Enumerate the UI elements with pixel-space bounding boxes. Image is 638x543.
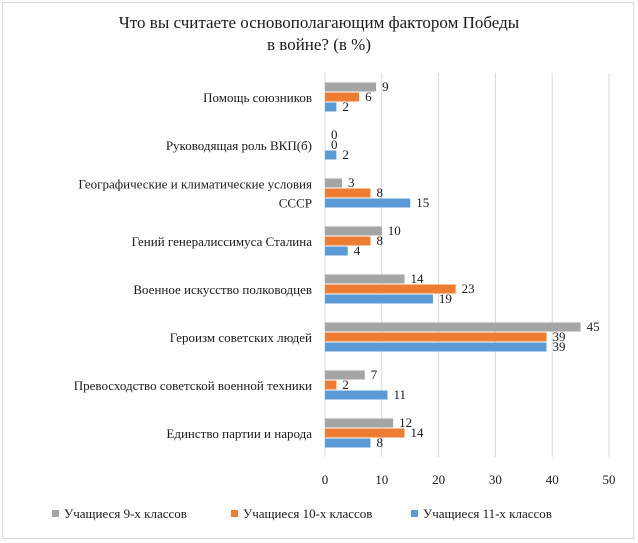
data-label: 8	[376, 435, 383, 450]
bar-1	[325, 226, 382, 236]
category-label: Географические и климатические условия	[78, 177, 312, 192]
data-label: 39	[553, 339, 566, 354]
category-label: Руководящая роль ВКП(б)	[166, 138, 312, 153]
data-label: 2	[342, 147, 349, 162]
chart-title: Что вы считаете основополагающим факторо…	[0, 12, 638, 56]
bar-2	[325, 332, 547, 342]
data-label: 14	[411, 425, 425, 440]
x-tick-label: 0	[322, 472, 329, 487]
bar-2	[325, 428, 405, 438]
bar-1	[325, 418, 394, 428]
bar-3	[325, 198, 411, 208]
data-label: 0	[331, 127, 338, 142]
bar-2	[325, 284, 456, 294]
bar-3	[325, 294, 433, 304]
bar-3	[325, 390, 388, 400]
chart-frame	[2, 2, 634, 539]
category-label: Превосходство советской военной техники	[74, 378, 312, 393]
x-tick-label: 50	[603, 472, 616, 487]
data-label: 11	[393, 387, 406, 402]
bar-3	[325, 150, 337, 160]
x-tick-label: 20	[432, 472, 445, 487]
data-label: 2	[342, 377, 349, 392]
data-label: 8	[376, 185, 383, 200]
bar-2	[325, 236, 371, 246]
data-label: 39	[553, 329, 566, 344]
data-label: 2	[342, 99, 349, 114]
bar-2	[325, 380, 337, 390]
category-label: Героизм советских людей	[170, 330, 312, 345]
bar-3	[325, 246, 348, 256]
data-label: 45	[587, 319, 600, 334]
bar-3	[325, 342, 547, 352]
data-label: 8	[376, 233, 383, 248]
category-label: Гений генералиссимуса Сталина	[132, 234, 313, 249]
data-label: 19	[439, 291, 452, 306]
bar-1	[325, 274, 405, 284]
data-label: 0	[331, 137, 338, 152]
legend-label: Учащиеся 10-х классов	[243, 506, 372, 521]
data-label: 23	[462, 281, 475, 296]
data-label: 9	[382, 79, 389, 94]
data-label: 10	[388, 223, 401, 238]
category-label: СССР	[279, 196, 312, 211]
data-label: 3	[348, 175, 355, 190]
bar-1	[325, 370, 365, 380]
legend-swatch	[52, 510, 59, 517]
legend-label: Учащиеся 9-х классов	[64, 506, 187, 521]
category-label: Военное искусство полководцев	[133, 282, 312, 297]
category-label: Помощь союзников	[203, 90, 312, 105]
bar-1	[325, 322, 581, 332]
bar-1	[325, 178, 343, 188]
data-label: 6	[365, 89, 372, 104]
data-label: 7	[371, 367, 378, 382]
bar-3	[325, 438, 371, 448]
legend-swatch	[231, 510, 238, 517]
bar-1	[325, 82, 377, 92]
x-tick-label: 30	[489, 472, 502, 487]
chart-title-line-2: в войне? (в %)	[267, 35, 371, 54]
legend-label: Учащиеся 11-х классов	[423, 506, 552, 521]
category-label: Единство партии и народа	[166, 426, 312, 441]
bar-3	[325, 102, 337, 112]
data-label: 14	[411, 271, 425, 286]
legend-swatch	[411, 510, 418, 517]
data-label: 12	[399, 415, 412, 430]
data-label: 15	[416, 195, 429, 210]
bar-2	[325, 92, 360, 102]
bar-2	[325, 188, 371, 198]
x-tick-label: 10	[375, 472, 388, 487]
chart-title-line-1: Что вы считаете основополагающим факторо…	[118, 13, 520, 32]
data-label: 4	[354, 243, 361, 258]
x-tick-label: 40	[546, 472, 559, 487]
